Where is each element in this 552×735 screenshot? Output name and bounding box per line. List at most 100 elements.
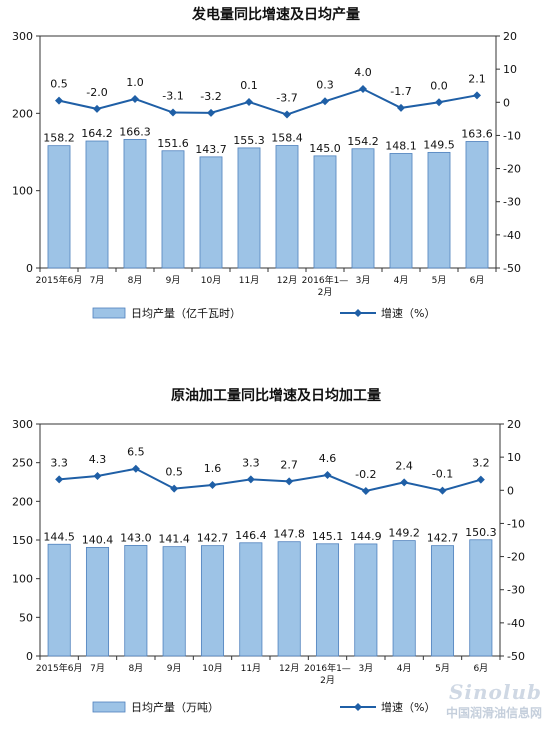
growth-point xyxy=(93,104,101,113)
growth-value-label: 4.0 xyxy=(354,66,372,79)
bar xyxy=(123,138,147,269)
bar xyxy=(277,541,301,657)
x-axis-category-label-line: 2月 xyxy=(320,675,335,686)
x-axis-category-label: 4月 xyxy=(394,275,409,286)
growth-point xyxy=(397,103,405,112)
bar-value-label: 158.2 xyxy=(43,132,75,145)
growth-value-label: 3.2 xyxy=(472,457,490,470)
x-axis-category-label: 11月 xyxy=(241,663,261,674)
chart-title: 发电量同比增速及日均产量 xyxy=(192,7,360,23)
growth-value-label: 1.6 xyxy=(204,462,222,475)
growth-value-label: 4.6 xyxy=(319,452,337,465)
x-axis-category-label: 8月 xyxy=(128,275,143,286)
left-axis-tick-label: 200 xyxy=(12,495,33,508)
growth-value-label: 0.1 xyxy=(240,79,258,92)
growth-point xyxy=(170,484,179,493)
watermark-logo-text: Sinolub xyxy=(448,680,542,704)
bar-value-label: 146.4 xyxy=(235,529,267,542)
bar xyxy=(162,546,186,657)
legend-bar-swatch xyxy=(92,307,126,319)
x-axis-category-label-line: 2月 xyxy=(318,287,333,298)
x-axis-category-label: 5月 xyxy=(435,663,450,674)
growth-value-label: 6.5 xyxy=(127,446,145,459)
growth-value-label: 4.3 xyxy=(89,453,107,466)
legend-bar-label: 日均产量（万吨） xyxy=(131,700,219,714)
bar xyxy=(200,545,225,657)
bar xyxy=(199,156,223,269)
right-axis-tick-label: 0 xyxy=(507,484,514,497)
left-axis-tick-label: 0 xyxy=(26,262,33,275)
growth-value-label: 3.3 xyxy=(242,456,260,469)
bar-value-label: 166.3 xyxy=(119,125,151,138)
x-axis-category-label: 6月 xyxy=(473,663,488,674)
bar xyxy=(239,542,263,657)
growth-point xyxy=(400,478,409,487)
x-axis-category-label: 5月 xyxy=(432,275,447,286)
bar-value-label: 140.4 xyxy=(82,533,114,546)
bar-value-label: 163.6 xyxy=(461,127,493,140)
bar xyxy=(465,141,489,269)
bar-value-label: 149.5 xyxy=(423,138,455,151)
growth-point xyxy=(246,475,255,484)
chart-title: 原油加工量同比增速及日均加工量 xyxy=(171,388,381,404)
bar xyxy=(392,540,416,657)
left-axis-tick-label: 200 xyxy=(12,107,33,120)
chart-crude-oil-processing: 原油加工量同比增速及日均加工量 0 50 100 150 200 250 300 -50 -40… xyxy=(0,375,552,731)
bar-value-label: 150.3 xyxy=(465,526,497,539)
bar-value-label: 149.2 xyxy=(388,527,420,540)
bar xyxy=(85,547,110,657)
growth-value-label: 2.7 xyxy=(280,458,298,471)
growth-value-label: -1.7 xyxy=(390,85,411,98)
right-axis-tick-label: 10 xyxy=(507,451,521,464)
bar-value-label: 151.6 xyxy=(157,137,189,150)
bar-value-label: 141.4 xyxy=(158,533,190,546)
bar-value-label: 148.1 xyxy=(385,139,417,152)
growth-value-label: -3.7 xyxy=(276,92,297,105)
x-axis-category-label: 2015年6月 xyxy=(36,662,83,674)
growth-point xyxy=(323,471,332,480)
growth-value-label: -3.2 xyxy=(200,90,221,103)
bar-value-label: 164.2 xyxy=(81,127,113,140)
bar-value-label: 142.7 xyxy=(427,532,459,545)
growth-line xyxy=(58,87,478,116)
left-axis-tick-label: 100 xyxy=(12,185,33,198)
right-axis-tick-label: -30 xyxy=(507,584,525,597)
growth-point xyxy=(435,98,443,107)
bar-value-label: 143.0 xyxy=(120,531,152,544)
x-axis-category-label: 3月 xyxy=(358,663,373,674)
right-axis-tick-label: -30 xyxy=(503,196,521,209)
growth-value-label: 0.5 xyxy=(165,466,183,479)
x-axis-category-label: 12月 xyxy=(279,663,299,674)
x-axis-category-label: 10月 xyxy=(202,663,222,674)
bar-value-label: 145.0 xyxy=(309,142,341,155)
bar xyxy=(124,545,148,657)
left-axis-tick-label: 150 xyxy=(12,534,33,547)
right-axis-tick-label: -40 xyxy=(503,229,521,242)
growth-point xyxy=(473,91,481,100)
x-axis-category-label: 12月 xyxy=(277,275,297,286)
right-axis-tick-label: -50 xyxy=(507,650,525,663)
chart-power-generation: 发电量同比增速及日均产量 0 100 200 300 -50 -40 -30 -20 -10 0 1… xyxy=(0,0,552,340)
growth-value-label: 0.0 xyxy=(430,79,448,92)
x-axis-category-label-line: 2016年1— xyxy=(302,274,349,286)
bar xyxy=(161,150,185,269)
right-axis-tick-label: 20 xyxy=(503,30,517,43)
right-axis-tick-label: -10 xyxy=(503,129,521,142)
bar xyxy=(389,153,413,269)
x-axis-category-label: 9月 xyxy=(166,275,181,286)
growth-point xyxy=(131,464,140,473)
growth-point xyxy=(476,475,485,484)
x-axis-category-label: 8月 xyxy=(128,663,143,674)
left-axis-tick-label: 300 xyxy=(12,418,33,431)
growth-point xyxy=(245,97,253,106)
chart-canvas: 0 100 200 300 -50 -40 -30 -20 -10 0 10 20 158.2 164.2… xyxy=(12,30,521,320)
bar xyxy=(47,145,71,269)
bar-value-label: 142.7 xyxy=(197,532,229,545)
bar-value-label: 154.2 xyxy=(347,135,379,148)
bar xyxy=(313,155,337,269)
left-axis-tick-label: 0 xyxy=(26,650,33,663)
legend-bar-swatch xyxy=(92,701,126,713)
growth-value-label: -0.1 xyxy=(432,468,453,481)
growth-point xyxy=(207,108,215,117)
x-axis-category-label: 3月 xyxy=(356,275,371,286)
